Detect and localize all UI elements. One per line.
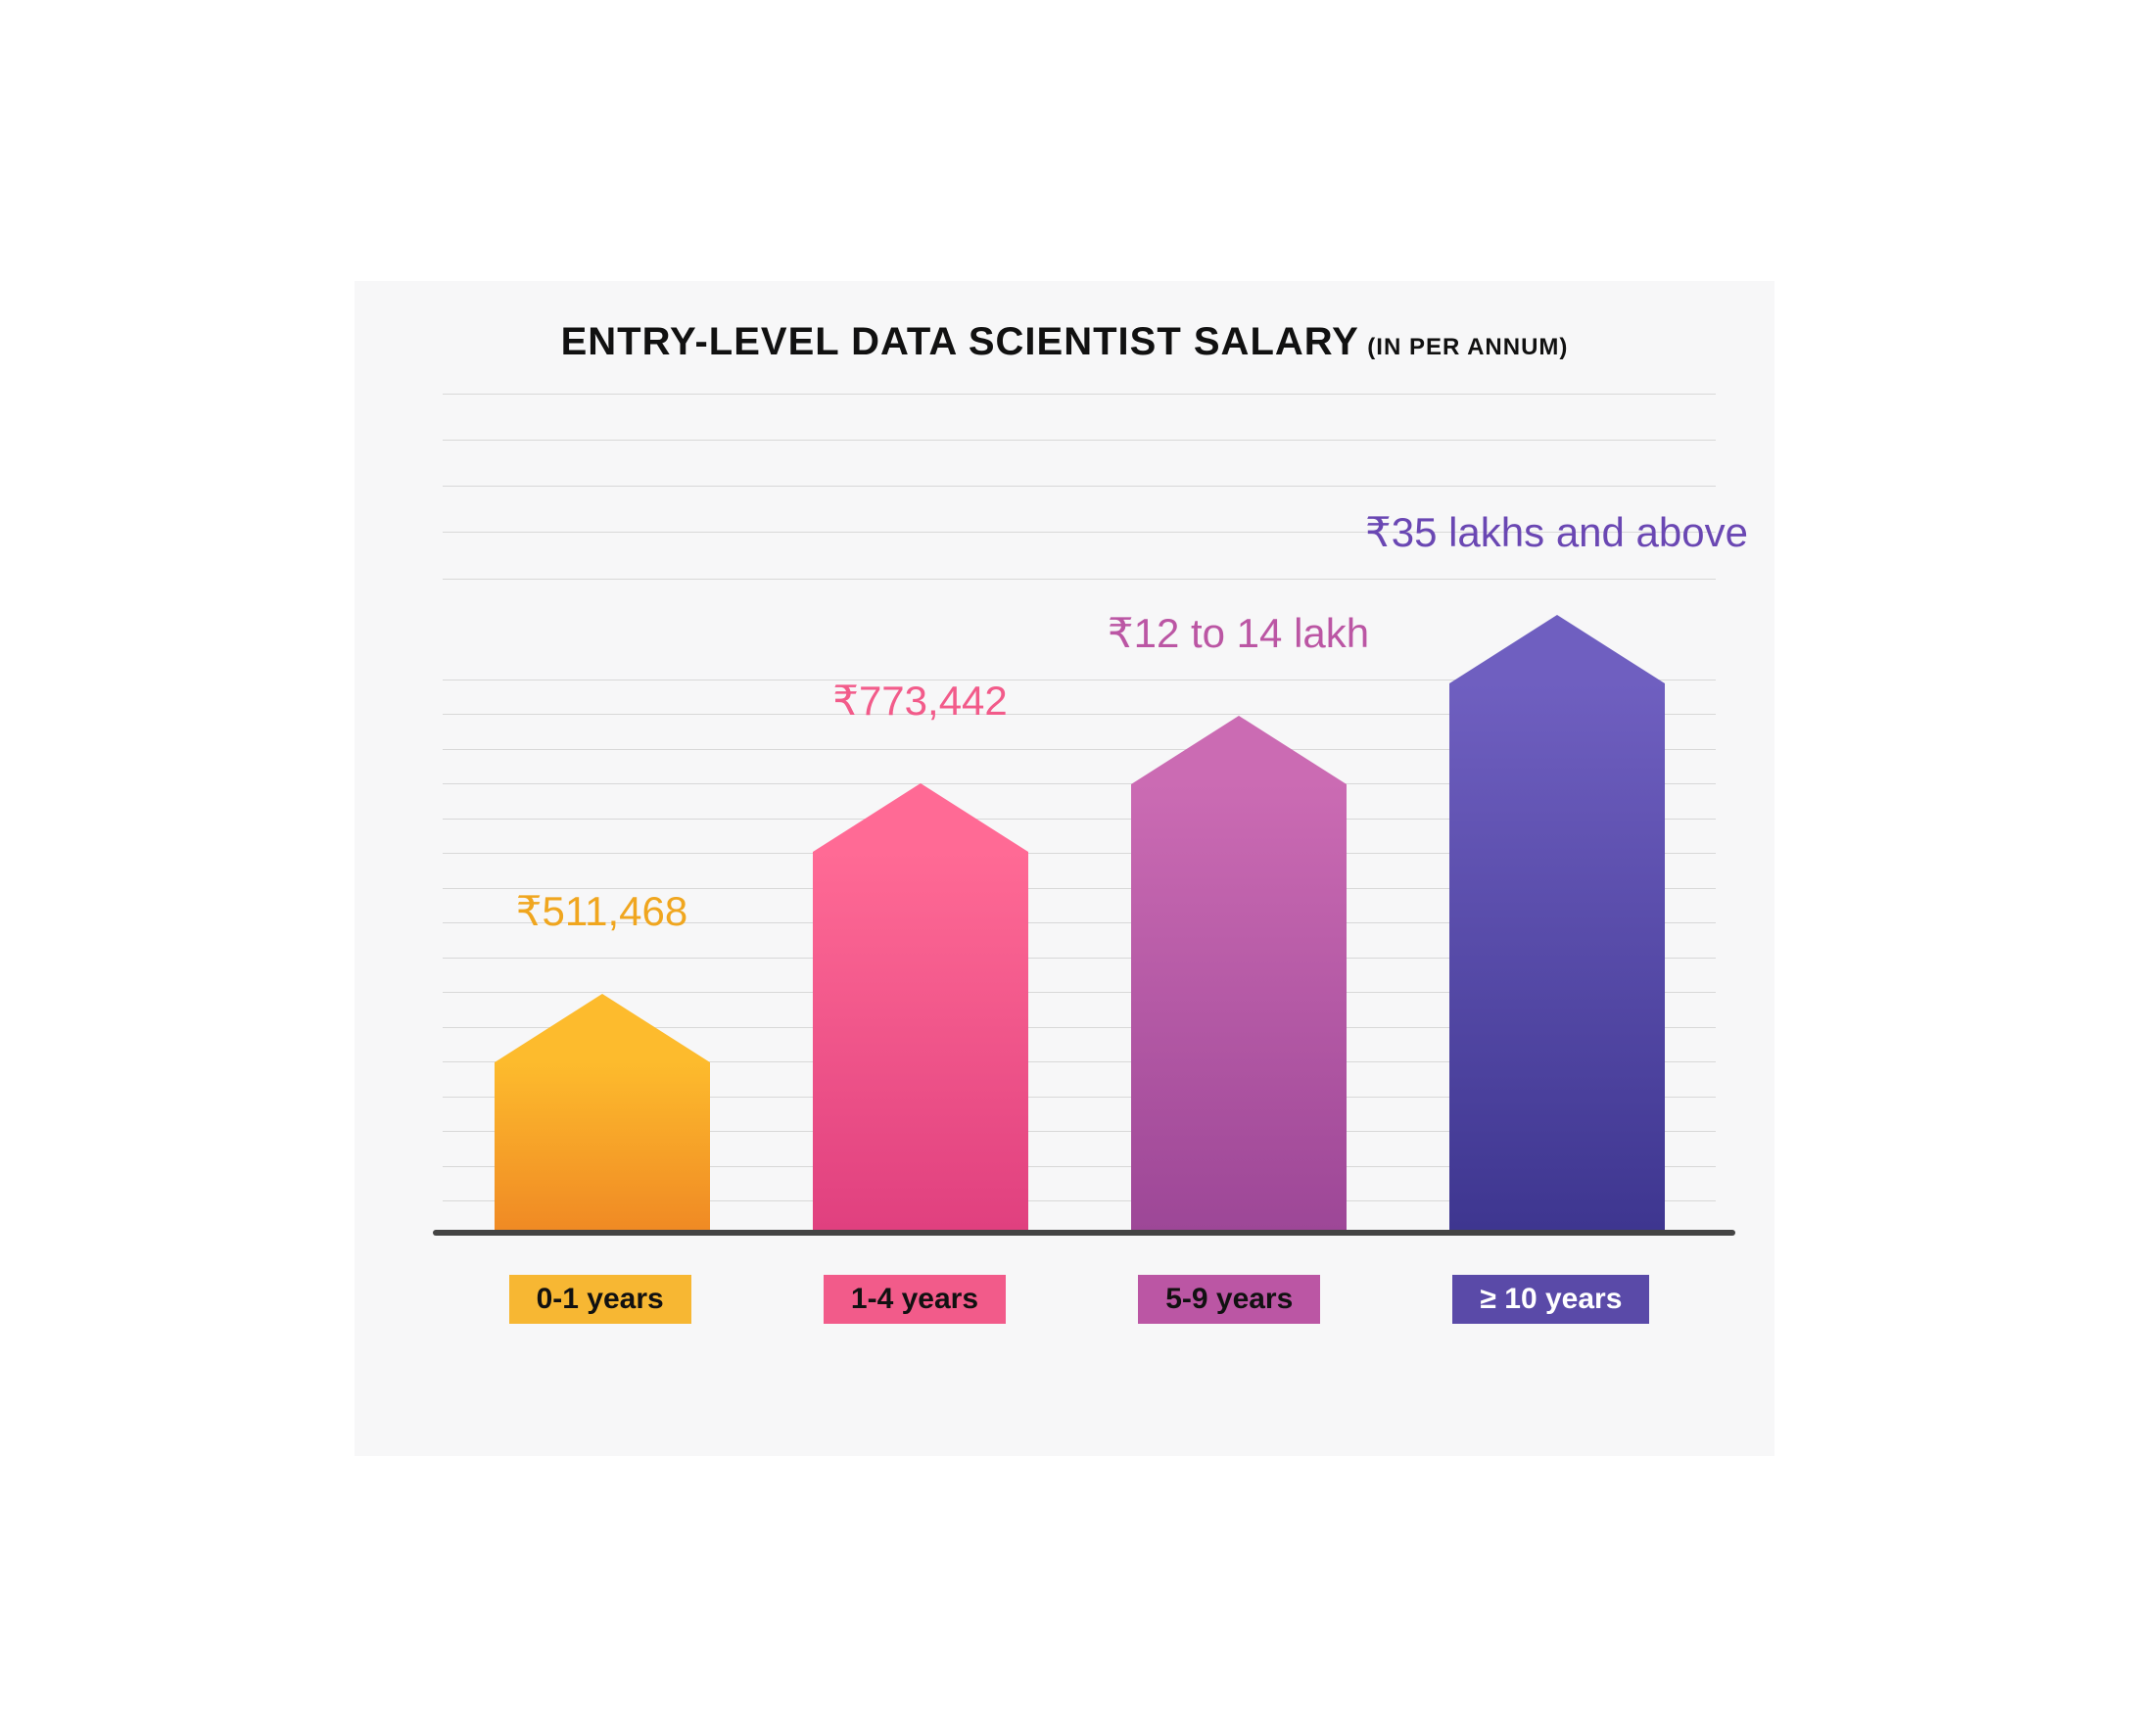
chart-title-main: ENTRY-LEVEL DATA SCIENTIST SALARY [561, 320, 1359, 363]
bar-2: ₹12 to 14 lakh [1131, 716, 1347, 1230]
arrow-head-icon [1449, 615, 1665, 683]
x-axis-labels: 0-1 years 1-4 years 5-9 years ≥ 10 years [443, 1275, 1716, 1324]
arrow-head-icon [1131, 716, 1347, 784]
x-axis-label: 1-4 years [824, 1275, 1006, 1324]
x-axis-baseline [433, 1230, 1735, 1236]
x-axis-label: ≥ 10 years [1452, 1275, 1649, 1324]
arrow-body [495, 1062, 710, 1230]
arrow-bar [495, 994, 710, 1230]
arrow-body [1449, 683, 1665, 1230]
chart-title-sub: (IN PER ANNUM) [1367, 334, 1568, 360]
bar-0: ₹511,468 [495, 994, 710, 1230]
arrow-body [813, 852, 1028, 1230]
arrow-head-icon [813, 783, 1028, 852]
bar-value-label: ₹12 to 14 lakh [1108, 609, 1369, 657]
x-axis-label: 5-9 years [1138, 1275, 1320, 1324]
x-axis-label: 0-1 years [509, 1275, 691, 1324]
salary-chart: ENTRY-LEVEL DATA SCIENTIST SALARY (IN PE… [355, 281, 1774, 1456]
bar-3: ₹35 lakhs and above [1449, 615, 1665, 1230]
bar-value-label: ₹511,468 [516, 887, 687, 935]
arrow-bar [1449, 615, 1665, 1230]
arrow-head-icon [495, 994, 710, 1062]
chart-title-row: ENTRY-LEVEL DATA SCIENTIST SALARY (IN PE… [413, 320, 1716, 364]
bar-value-label: ₹773,442 [832, 677, 1008, 725]
bar-value-label: ₹35 lakhs and above [1365, 508, 1748, 556]
arrow-body [1131, 784, 1347, 1230]
arrow-bar [813, 783, 1028, 1230]
bars-container: ₹511,468 ₹773,442 ₹12 to 14 lakh ₹35 lakhs … [443, 394, 1716, 1230]
plot-area: ₹511,468 ₹773,442 ₹12 to 14 lakh ₹35 lakhs … [413, 394, 1716, 1275]
bar-1: ₹773,442 [813, 783, 1028, 1230]
arrow-bar [1131, 716, 1347, 1230]
